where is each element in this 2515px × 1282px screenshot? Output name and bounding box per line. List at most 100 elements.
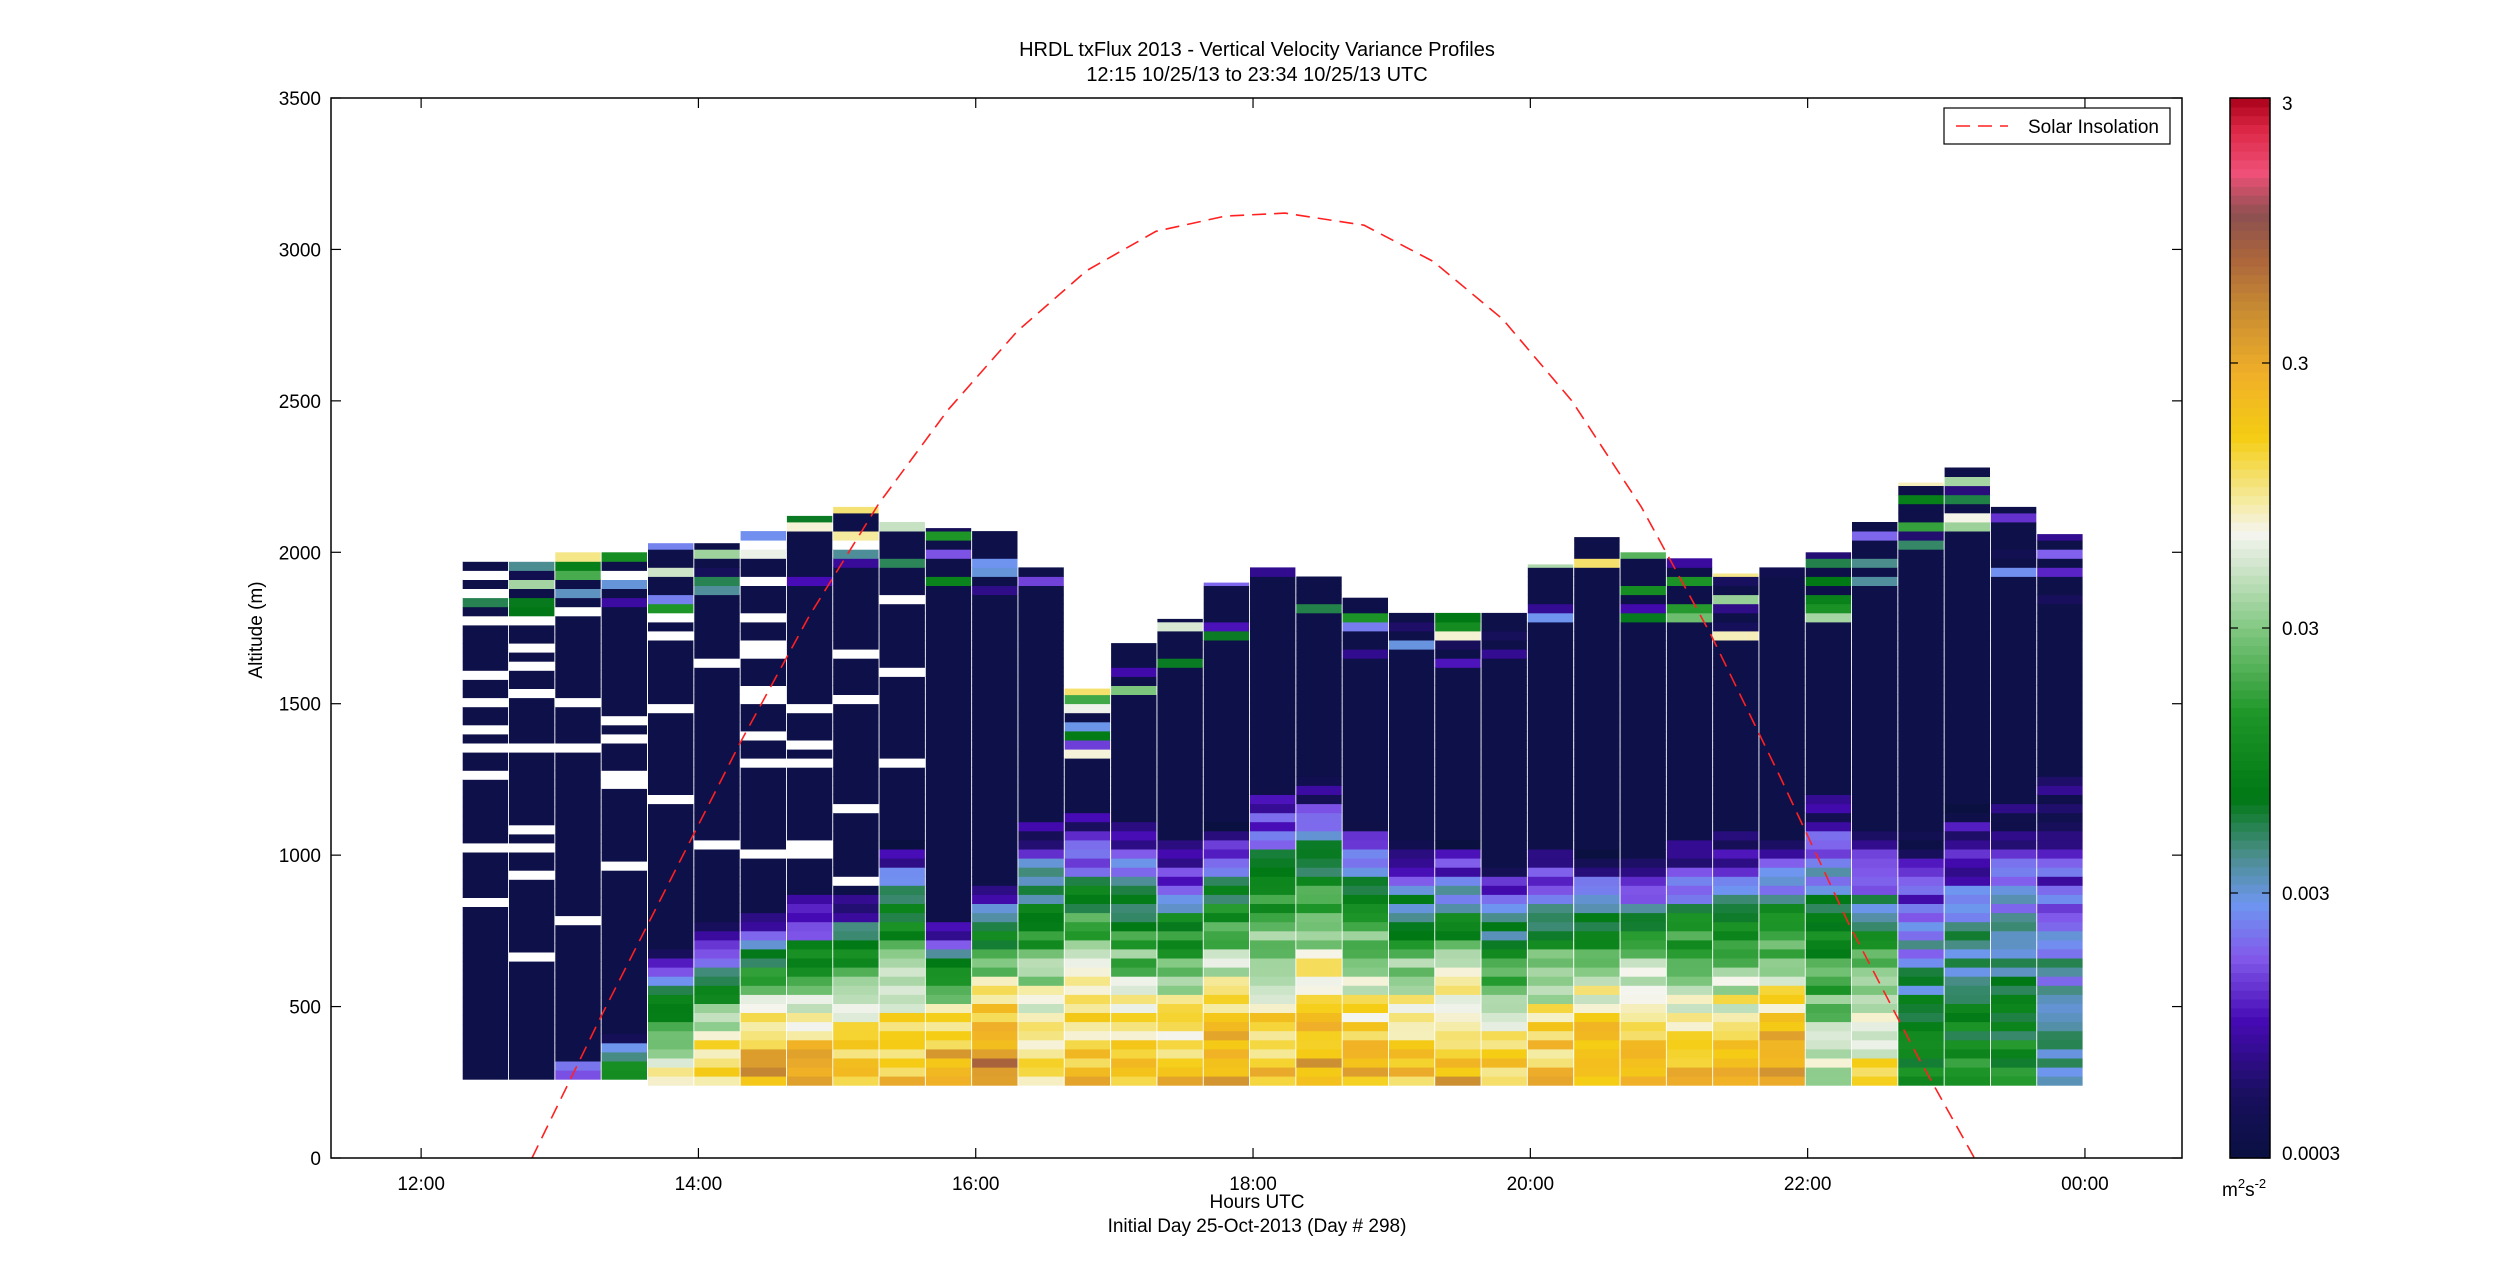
heatmap-cell [1805,758,1852,768]
heatmap-cell [1203,849,1250,859]
heatmap-cell [648,758,694,768]
heatmap-cell [1574,594,1620,605]
colorbar-band [2230,654,2270,664]
heatmap-cell [972,621,1018,632]
heatmap-cell [833,1021,879,1032]
heatmap-cell [1527,994,1574,1004]
heatmap-cell [694,985,740,995]
heatmap-cell [1759,721,1805,732]
heatmap-cell [740,812,786,823]
heatmap-cell [1944,612,1990,623]
x-tick-label: 00:00 [2061,1174,2109,1195]
heatmap-cell [786,667,833,677]
heatmap-cell [1805,585,1852,596]
heatmap-cell [1620,840,1666,850]
heatmap-cell [1990,1058,2037,1068]
heatmap-cell [1898,1003,1944,1013]
heatmap-cell [1481,849,1527,859]
heatmap-cell [740,549,786,559]
heatmap-cell [1250,921,1296,932]
heatmap-cell [648,958,694,968]
heatmap-cell [925,685,972,695]
colorbar-band [2230,972,2270,982]
heatmap-cell [555,897,601,907]
heatmap-cell [648,867,694,877]
heatmap-cell [1666,1058,1713,1068]
heatmap-cell [1805,903,1852,914]
heatmap-cell [1296,867,1342,877]
heatmap-cell [648,812,694,823]
heatmap-cell [1203,758,1250,768]
heatmap-cell [1111,976,1157,986]
heatmap-cell [1435,640,1481,650]
heatmap-cell [1620,794,1666,805]
heatmap-cell [1990,821,2037,832]
heatmap-cell [462,606,509,617]
heatmap-cell [1435,703,1481,714]
heatmap-cell [1990,830,2037,841]
heatmap-cell [925,803,972,814]
heatmap-cell [1250,1021,1296,1032]
heatmap-cell [833,694,879,705]
colorbar-band [2230,1096,2270,1106]
heatmap-cell [648,794,694,805]
heatmap-cell [786,930,833,941]
heatmap-cell [1620,694,1666,705]
heatmap-cell [1527,694,1574,705]
heatmap-cell [1898,1076,1944,1086]
heatmap-cell [1157,703,1203,714]
heatmap-cell [879,985,925,995]
heatmap-cell [2037,640,2083,650]
heatmap-cell [694,576,740,586]
heatmap-cell [925,1076,972,1086]
heatmap-cell [1203,794,1250,805]
heatmap-cell [509,1052,555,1062]
heatmap-cell [833,849,879,859]
heatmap-cell [1157,867,1203,877]
heatmap-cell [925,967,972,977]
heatmap-cell [1435,867,1481,877]
heatmap-cell [1713,758,1759,768]
heatmap-cell [1805,649,1852,659]
heatmap-cell [925,1039,972,1050]
heatmap-cell [1620,749,1666,759]
heatmap-cell [925,912,972,923]
heatmap-cell [1759,612,1805,623]
heatmap-cell [1250,731,1296,741]
heatmap-cell [786,603,833,614]
heatmap-cell [1018,1003,1064,1013]
heatmap-cell [1898,531,1944,541]
heatmap-cell [925,1012,972,1023]
heatmap-cell [1713,612,1759,623]
heatmap-cell [1898,767,1944,777]
heatmap-cell [879,921,925,932]
heatmap-cell [648,749,694,759]
heatmap-cell [2037,994,2083,1004]
heatmap-cell [694,885,740,895]
heatmap-cell [1203,958,1250,968]
heatmap-cell [1203,1076,1250,1086]
heatmap-cell [740,1058,786,1068]
heatmap-cell [694,1067,740,1077]
heatmap-cell [1296,721,1342,732]
heatmap-cell [694,676,740,686]
heatmap-cell [1111,994,1157,1004]
heatmap-cell [1250,1012,1296,1023]
heatmap-cell [786,640,833,650]
heatmap-cell [1805,867,1852,877]
heatmap-cell [1481,858,1527,868]
heatmap-cell [2037,612,2083,623]
heatmap-cell [694,812,740,823]
heatmap-cell [1296,685,1342,695]
heatmap-cell [555,734,601,744]
heatmap-cell [1759,985,1805,995]
heatmap-cell [1574,576,1620,586]
heatmap-cell [1944,594,1990,605]
heatmap-cell [1713,903,1759,914]
heatmap-cell [1852,894,1898,904]
heatmap-cell [1481,885,1527,895]
heatmap-cell [1990,1021,2037,1032]
heatmap-cell [1388,1021,1435,1032]
heatmap-cell [509,943,555,953]
